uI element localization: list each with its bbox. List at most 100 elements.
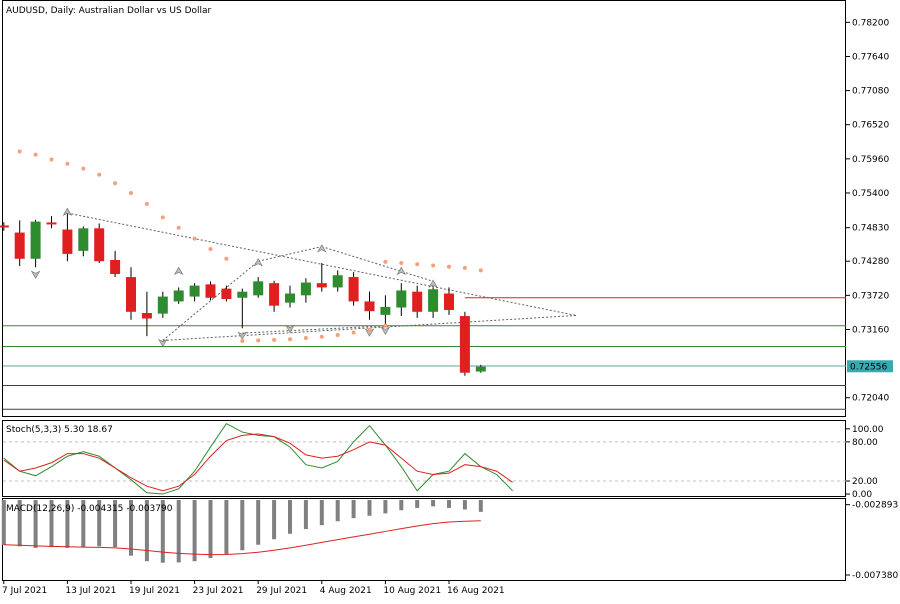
macd-pane-frame <box>2 498 846 581</box>
candle-body[interactable] <box>14 232 25 259</box>
candle-body[interactable] <box>141 313 152 319</box>
candle-body[interactable] <box>332 275 343 288</box>
candle-body[interactable] <box>348 277 359 302</box>
candle-body[interactable] <box>94 228 105 262</box>
candle-body[interactable] <box>126 277 136 312</box>
macd-histogram-bar <box>399 500 404 511</box>
price-pane-frame <box>2 0 846 417</box>
sar-dot <box>256 338 261 343</box>
candle-body[interactable] <box>444 293 454 310</box>
candle-body[interactable] <box>221 288 232 299</box>
time-tick-label: 23 Jul 2021 <box>193 586 244 596</box>
sar-dot <box>49 157 54 162</box>
candle-body[interactable] <box>253 281 264 296</box>
macd-tick-label: -0.007380 <box>852 571 898 581</box>
stochastic-tick-label: 100.00 <box>852 425 884 435</box>
macd-histogram-bar <box>240 500 245 551</box>
sar-dot <box>462 265 467 270</box>
time-axis: 7 Jul 2021 13 Jul 2021 19 Jul 2021 23 Jul 2… <box>2 580 505 596</box>
candle-body[interactable] <box>412 291 423 312</box>
macd-histogram-bar <box>97 500 102 547</box>
macd-histogram-bar <box>351 500 356 519</box>
macd-histogram-bar <box>383 500 388 514</box>
time-tick-label: 7 Jul 2021 <box>2 586 47 596</box>
price-plot-area[interactable] <box>0 149 846 410</box>
price-tick-label: 0.78200 <box>852 18 889 28</box>
macd-histogram-bar <box>1 500 6 545</box>
triangle-pattern-line <box>258 246 322 262</box>
price-tick-label: 0.72040 <box>852 394 889 404</box>
sar-dot <box>176 225 181 230</box>
macd-histogram-bar <box>256 500 261 545</box>
current-price-label: 0.72556 <box>850 362 887 372</box>
macd-tick-label: -0.002893 <box>852 501 898 511</box>
sar-dot <box>383 323 388 328</box>
sar-dot <box>367 328 372 333</box>
candle-body[interactable] <box>157 296 168 314</box>
fractal-up-arrow-icon <box>173 266 184 276</box>
macd-histogram-bar <box>303 500 308 530</box>
sar-dot <box>447 264 451 269</box>
price-tick-label: 0.73720 <box>852 291 889 301</box>
macd-histogram-bar <box>176 500 181 563</box>
candle-body[interactable] <box>285 293 295 303</box>
fractal-down-arrow-icon <box>380 326 391 335</box>
macd-histogram-bar <box>478 500 483 512</box>
time-tick-label: 29 Jul 2021 <box>256 586 307 596</box>
candle-body[interactable] <box>396 290 407 308</box>
candle-body[interactable] <box>459 316 470 373</box>
sar-dot <box>303 335 308 340</box>
candle-body[interactable] <box>364 301 375 312</box>
candle-body[interactable] <box>205 284 216 298</box>
sar-dot <box>335 332 340 337</box>
macd-histogram-bar <box>65 500 70 548</box>
candle-body[interactable] <box>0 225 9 228</box>
fractal-up-arrow-icon <box>317 244 327 253</box>
time-tick-label: 16 Aug 2021 <box>447 586 505 596</box>
macd-histogram-bar <box>272 500 277 540</box>
candle-body[interactable] <box>110 259 121 275</box>
macd-histogram-bar <box>81 500 86 548</box>
price-tick-label: 0.74830 <box>852 224 889 234</box>
stochastic-axis: 100.00 80.00 20.00 0.00 <box>846 425 884 500</box>
macd-histogram-bar <box>415 500 420 508</box>
price-tick-label: 0.74280 <box>852 257 889 267</box>
price-tick-label: 0.73160 <box>852 325 889 335</box>
candle-body[interactable] <box>189 285 200 297</box>
fractal-up-arrow-icon <box>428 279 438 288</box>
fractal-down-arrow-icon <box>285 324 295 334</box>
candle-body[interactable] <box>78 228 89 251</box>
candle-body[interactable] <box>380 306 391 315</box>
candle-body[interactable] <box>300 282 311 296</box>
price-axis: 0.78200 0.77640 0.77080 0.76520 0.75960 0.754… <box>846 18 893 404</box>
sar-dot <box>288 337 292 342</box>
sar-dot <box>97 172 102 177</box>
candle-body[interactable] <box>316 283 327 288</box>
macd-histogram-bar <box>192 500 197 562</box>
fractal-up-arrow-icon <box>396 266 407 276</box>
fractal-up-arrow-icon <box>253 258 263 267</box>
macd-histogram-bar <box>113 500 118 548</box>
macd-histogram-bar <box>17 500 22 547</box>
candle-body[interactable] <box>475 366 486 372</box>
candle-body[interactable] <box>62 229 73 254</box>
macd-histogram-bar <box>288 500 292 534</box>
candle-body[interactable] <box>46 222 57 225</box>
candle-body[interactable] <box>428 289 439 312</box>
macd-plot-area[interactable] <box>1 500 483 563</box>
candle-body[interactable] <box>269 283 280 306</box>
sar-dot <box>17 149 22 154</box>
candle-body[interactable] <box>173 290 184 302</box>
candle-body[interactable] <box>30 221 41 259</box>
candle-body[interactable] <box>237 291 248 298</box>
triangle-pattern-line <box>67 212 577 316</box>
macd-signal-line <box>3 520 481 556</box>
stochastic-label: Stoch(5,3,3) 5.30 18.67 <box>6 425 113 435</box>
stochastic-plot-area[interactable] <box>3 422 846 495</box>
macd-histogram-bar <box>462 500 467 510</box>
sar-dot <box>160 215 165 220</box>
macd-histogram-bar <box>335 500 340 522</box>
sar-dot <box>431 263 436 268</box>
